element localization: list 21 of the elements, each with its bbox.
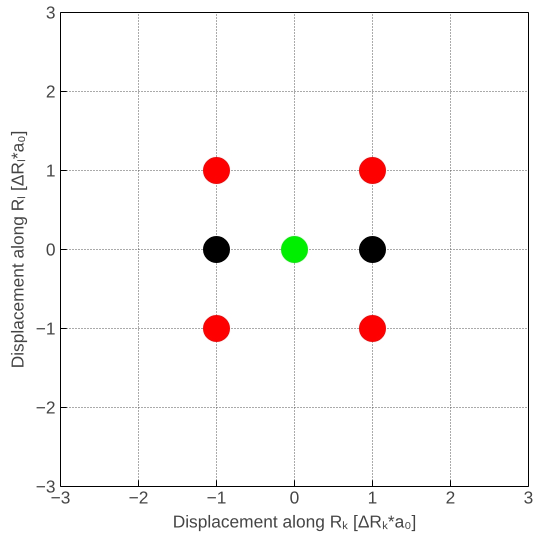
x-tick-label: −2 (128, 488, 148, 508)
x-tick-label: 0 (290, 488, 300, 508)
point (203, 315, 230, 342)
y-axis-title: Displacement along Rₗ [ΔRₗ*a₀] (8, 130, 28, 368)
y-tick-label: −2 (36, 398, 56, 418)
x-tick-label: 1 (368, 488, 378, 508)
x-tick-label: 2 (446, 488, 456, 508)
x-tick-label: −1 (206, 488, 226, 508)
y-tick-label: 2 (46, 82, 56, 102)
point (281, 236, 308, 263)
y-tick-label: −1 (36, 318, 56, 338)
x-tick-label: 3 (524, 488, 534, 508)
x-axis-title: Displacement along Rₖ [ΔRₖ*a₀] (172, 512, 416, 532)
point (359, 157, 386, 184)
point (203, 236, 230, 263)
point (359, 236, 386, 263)
point (359, 315, 386, 342)
y-tick-label: 1 (46, 160, 56, 180)
y-tick-label: 3 (46, 2, 56, 22)
point (203, 157, 230, 184)
y-tick-label: 0 (46, 240, 56, 260)
